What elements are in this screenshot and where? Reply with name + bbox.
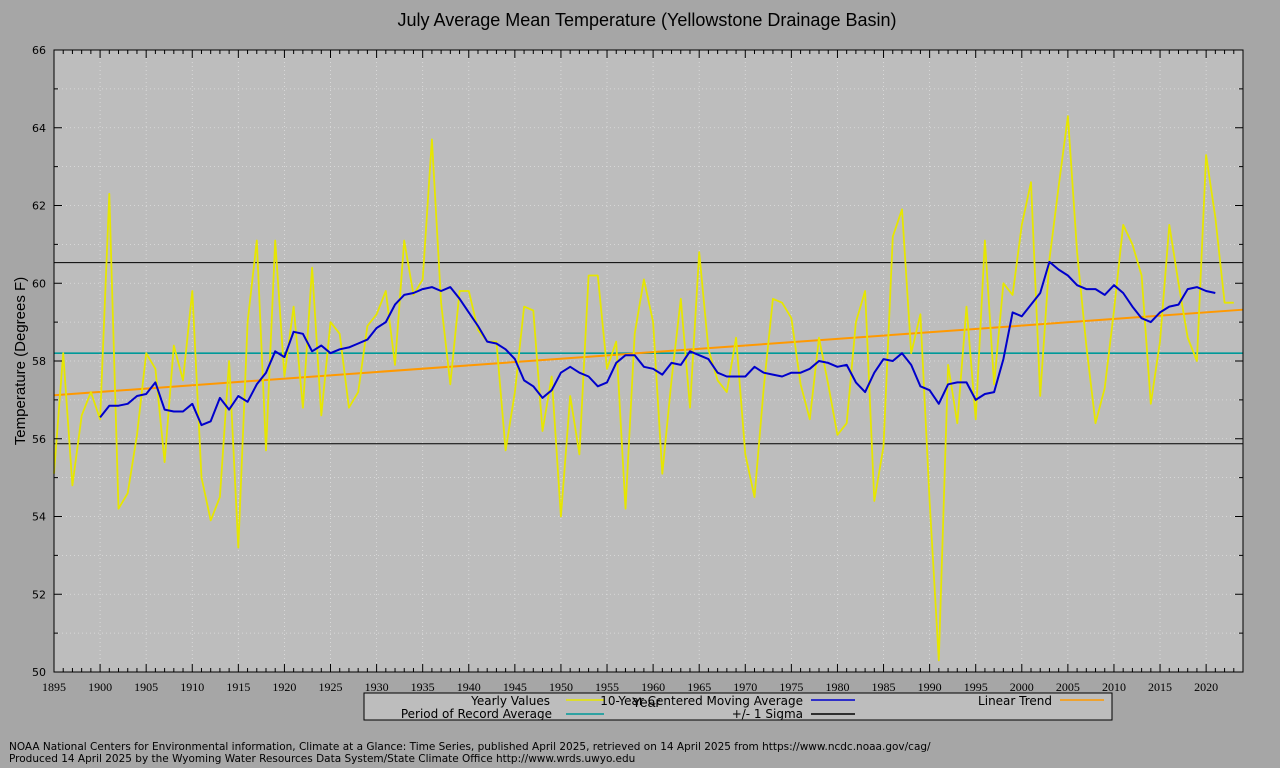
plot-area xyxy=(54,50,1243,672)
x-tick-label: 1895 xyxy=(42,680,66,694)
legend-label: +/- 1 Sigma xyxy=(732,707,803,721)
legend-label: Linear Trend xyxy=(978,694,1052,708)
sigma-lines xyxy=(54,262,1243,445)
source-footer: NOAA National Centers for Environmental … xyxy=(9,741,931,765)
footer-line-1: NOAA National Centers for Environmental … xyxy=(9,741,931,753)
y-tick-label: 52 xyxy=(32,588,46,601)
moving-average-series xyxy=(99,260,1216,427)
legend-label: 10-Year Centered Moving Average xyxy=(600,694,803,708)
moving-average-line xyxy=(99,260,1216,427)
x-tick-label: 1900 xyxy=(88,680,112,694)
x-tick-label: 1940 xyxy=(457,680,481,694)
x-tick-label: 2005 xyxy=(1056,680,1080,694)
y-tick-label: 58 xyxy=(32,355,46,368)
yearly-values-series xyxy=(53,115,1234,662)
x-tick-label: 2015 xyxy=(1148,680,1172,694)
x-tick-label: 1975 xyxy=(779,680,803,694)
legend-box xyxy=(363,692,1113,721)
x-tick-label: 1955 xyxy=(595,680,619,694)
x-tick-label: 1935 xyxy=(411,680,435,694)
x-tick-label: 1925 xyxy=(319,680,343,694)
y-tick-label: 50 xyxy=(32,666,46,679)
x-tick-label: 1945 xyxy=(503,680,527,694)
y-tick-label: 54 xyxy=(32,511,46,524)
legend: Yearly Values 10-Year Centered Moving Ave… xyxy=(401,694,1104,721)
y-tick-label: 66 xyxy=(32,44,46,57)
y-tick-label: 60 xyxy=(32,277,46,290)
x-axis-label: Year xyxy=(632,694,661,710)
x-tick-label: 2000 xyxy=(1010,680,1034,694)
legend-label: Yearly Values xyxy=(470,694,550,708)
footer-line-2: Produced 14 April 2025 by the Wyoming Wa… xyxy=(9,753,636,765)
x-tick-label: 2010 xyxy=(1102,680,1126,694)
yearly-values-line xyxy=(53,115,1234,662)
x-tick-label: 1970 xyxy=(733,680,757,694)
y-tick-label: 56 xyxy=(32,433,46,446)
x-tick-label: 1905 xyxy=(134,680,158,694)
x-tick-label: 1930 xyxy=(365,680,389,694)
chart-title: July Average Mean Temperature (Yellowsto… xyxy=(398,10,897,30)
x-tick-label: 1950 xyxy=(549,680,573,694)
x-tick-label: 1990 xyxy=(918,680,942,694)
x-tick-label: 1915 xyxy=(226,680,250,694)
legend-label: Period of Record Average xyxy=(401,707,552,721)
x-tick-label: 2020 xyxy=(1194,680,1218,694)
x-axis-ticks: 1895 1900 1905 1910 1915 1920 1925 1930 1935 1940… xyxy=(42,50,1244,694)
x-tick-label: 1920 xyxy=(272,680,296,694)
x-tick-label: 1960 xyxy=(641,680,665,694)
x-tick-label: 1995 xyxy=(964,680,988,694)
x-tick-label: 1985 xyxy=(872,680,896,694)
y-axis-label: Temperature (Degrees F) xyxy=(12,277,29,445)
x-tick-label: 1965 xyxy=(687,680,711,694)
y-axis-ticks: 50 52 54 56 58 60 62 64 66 xyxy=(32,44,1243,679)
x-tick-label: 1980 xyxy=(825,680,849,694)
y-tick-label: 62 xyxy=(32,200,46,213)
x-tick-label: 1910 xyxy=(180,680,204,694)
y-tick-label: 64 xyxy=(32,122,46,135)
